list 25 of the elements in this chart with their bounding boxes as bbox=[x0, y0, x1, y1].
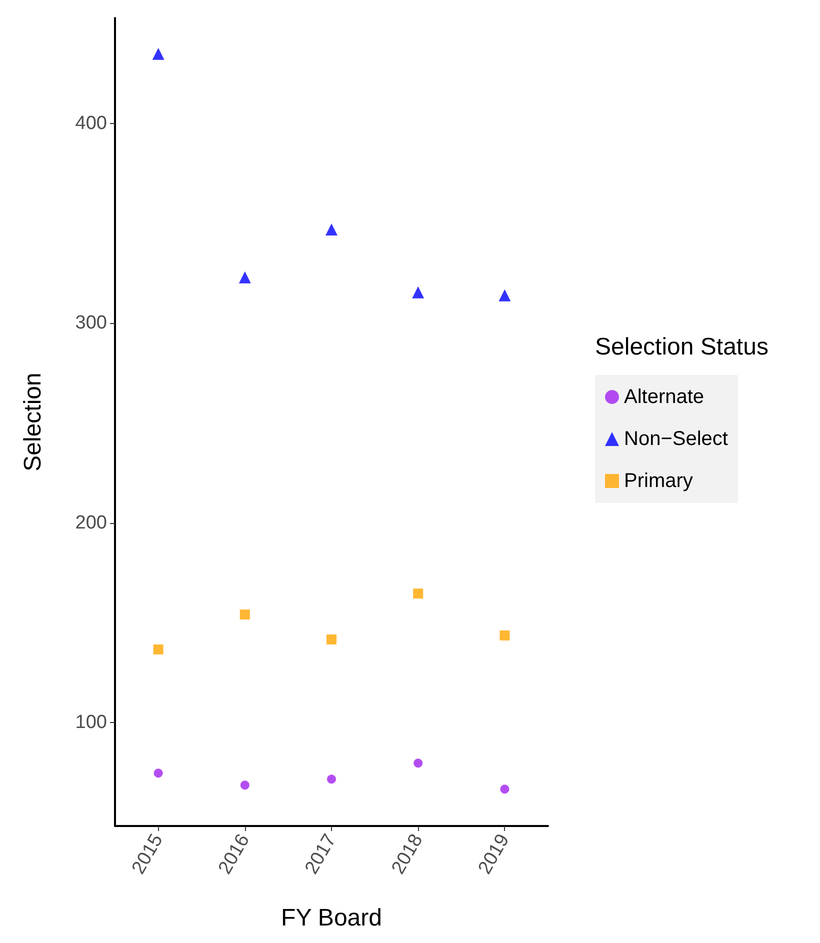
point bbox=[238, 271, 251, 284]
point bbox=[414, 758, 423, 768]
point bbox=[153, 644, 164, 654]
y-axis-title: Selection bbox=[20, 372, 46, 472]
legend-title: Selection Status bbox=[595, 334, 768, 360]
y-tick-label: 400 bbox=[75, 113, 107, 134]
legend-label: Primary bbox=[624, 470, 693, 492]
x-axis-title: FY Board bbox=[281, 904, 382, 932]
point bbox=[152, 48, 164, 60]
point bbox=[240, 610, 250, 620]
y-tick-label: 100 bbox=[75, 712, 107, 733]
point bbox=[500, 784, 510, 794]
legend-label: Alternate bbox=[624, 386, 704, 408]
legend-label: Non−Select bbox=[624, 428, 728, 450]
point bbox=[500, 630, 510, 640]
point bbox=[327, 774, 336, 784]
point bbox=[240, 780, 250, 790]
point bbox=[326, 223, 338, 236]
y-tick-label: 300 bbox=[75, 312, 107, 334]
point bbox=[498, 289, 511, 302]
point bbox=[154, 768, 163, 778]
point bbox=[413, 588, 424, 599]
y-tick-label: 200 bbox=[75, 512, 107, 534]
point bbox=[412, 286, 424, 298]
point bbox=[326, 634, 336, 644]
